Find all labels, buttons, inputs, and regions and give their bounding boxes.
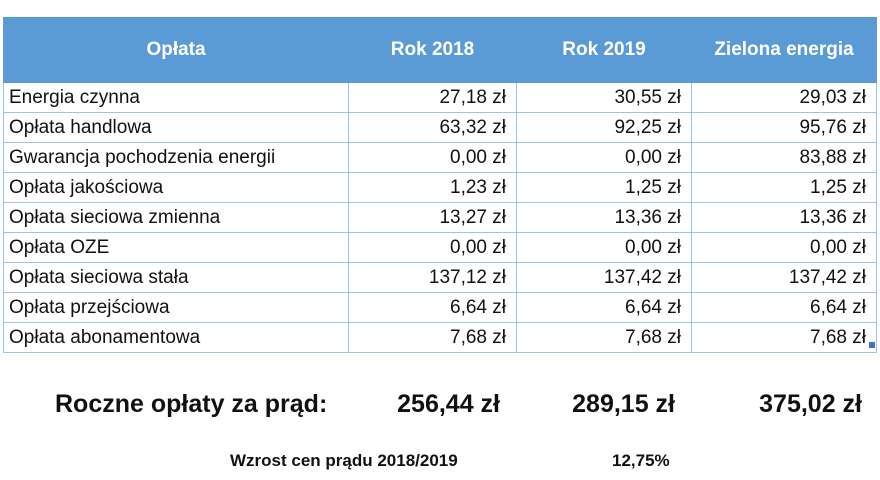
fee-name-cell: Opłata jakościowa — [3, 172, 349, 203]
header-fee: Opłata — [3, 17, 349, 83]
value-2019-cell: 30,55 zł — [516, 82, 692, 113]
header-year-2019: Rok 2019 — [516, 17, 692, 83]
value-2019-cell: 1,25 zł — [516, 172, 692, 203]
value-2019-cell: 7,68 zł — [516, 322, 692, 353]
value-2019-cell: 92,25 zł — [516, 112, 692, 143]
table-row: Energia czynna 27,18 zł 30,55 zł 29,03 zł — [3, 82, 877, 113]
value-2018-cell: 0,00 zł — [348, 232, 517, 263]
value-green-cell: 83,88 zł — [691, 142, 877, 173]
fee-name-cell: Opłata przejściowa — [3, 292, 349, 323]
value-2018-cell: 27,18 zł — [348, 82, 517, 113]
value-2018-cell: 0,00 zł — [348, 142, 517, 173]
value-2018-cell: 1,23 zł — [348, 172, 517, 203]
value-green-cell: 7,68 zł — [691, 322, 877, 353]
table-header-row: Opłata Rok 2018 Rok 2019 Zielona energia — [3, 17, 877, 83]
fee-name-cell: Energia czynna — [3, 82, 349, 113]
table-row: Opłata sieciowa zmienna 13,27 zł 13,36 zł 1… — [3, 202, 877, 233]
value-2019-cell: 0,00 zł — [516, 142, 692, 173]
fee-name-cell: Opłata handlowa — [3, 112, 349, 143]
value-2019-cell: 13,36 zł — [516, 202, 692, 233]
price-increase-value: 12,75% — [612, 451, 670, 470]
value-2018-cell: 137,12 zł — [348, 262, 517, 293]
table-row: Gwarancja pochodzenia energii 0,00 zł 0,00… — [3, 142, 877, 173]
fee-name-cell: Opłata sieciowa stała — [3, 262, 349, 293]
value-2018-cell: 63,32 zł — [348, 112, 517, 143]
price-increase-label: Wzrost cen prądu 2018/2019 — [230, 451, 458, 470]
value-2018-cell: 6,64 zł — [348, 292, 517, 323]
fee-name-cell: Gwarancja pochodzenia energii — [3, 142, 349, 173]
annual-total-2018: 256,44 zł — [397, 390, 500, 418]
table-header: Opłata Rok 2018 Rok 2019 Zielona energia — [3, 17, 877, 83]
fee-table: Opłata Rok 2018 Rok 2019 Zielona energia… — [3, 17, 877, 353]
value-green-cell: 6,64 zł — [691, 292, 877, 323]
value-2018-cell: 7,68 zł — [348, 322, 517, 353]
value-green-cell: 137,42 zł — [691, 262, 877, 293]
header-year-2018: Rok 2018 — [348, 17, 517, 83]
table-row: Opłata handlowa 63,32 zł 92,25 zł 95,76 zł — [3, 112, 877, 143]
value-green-cell: 13,36 zł — [691, 202, 877, 233]
value-green-cell: 29,03 zł — [691, 82, 877, 113]
table-row: Opłata jakościowa 1,23 zł 1,25 zł 1,25 zł — [3, 172, 877, 203]
value-green-cell: 95,76 zł — [691, 112, 877, 143]
table-row: Opłata przejściowa 6,64 zł 6,64 zł 6,64 zł — [3, 292, 877, 323]
table-body: Energia czynna 27,18 zł 30,55 zł 29,03 zł Op… — [3, 82, 877, 353]
value-2019-cell: 0,00 zł — [516, 232, 692, 263]
value-2019-cell: 137,42 zł — [516, 262, 692, 293]
table-row: Opłata OZE 0,00 zł 0,00 zł 0,00 zł — [3, 232, 877, 263]
fee-name-cell: Opłata OZE — [3, 232, 349, 263]
annual-total-2019: 289,15 zł — [572, 390, 675, 418]
fee-name-cell: Opłata abonamentowa — [3, 322, 349, 353]
header-green-energy: Zielona energia — [691, 17, 877, 83]
fee-name-cell: Opłata sieciowa zmienna — [3, 202, 349, 233]
value-green-cell: 0,00 zł — [691, 232, 877, 263]
table-row: Opłata abonamentowa 7,68 zł 7,68 zł 7,68 zł — [3, 322, 877, 353]
annual-total-green-energy: 375,02 zł — [759, 390, 862, 418]
value-2018-cell: 13,27 zł — [348, 202, 517, 233]
value-green-cell: 1,25 zł — [691, 172, 877, 203]
table-resize-handle[interactable] — [869, 342, 875, 348]
annual-fees-label: Roczne opłaty za prąd: — [55, 390, 328, 418]
value-2019-cell: 6,64 zł — [516, 292, 692, 323]
table-row: Opłata sieciowa stała 137,12 zł 137,42 zł 1… — [3, 262, 877, 293]
